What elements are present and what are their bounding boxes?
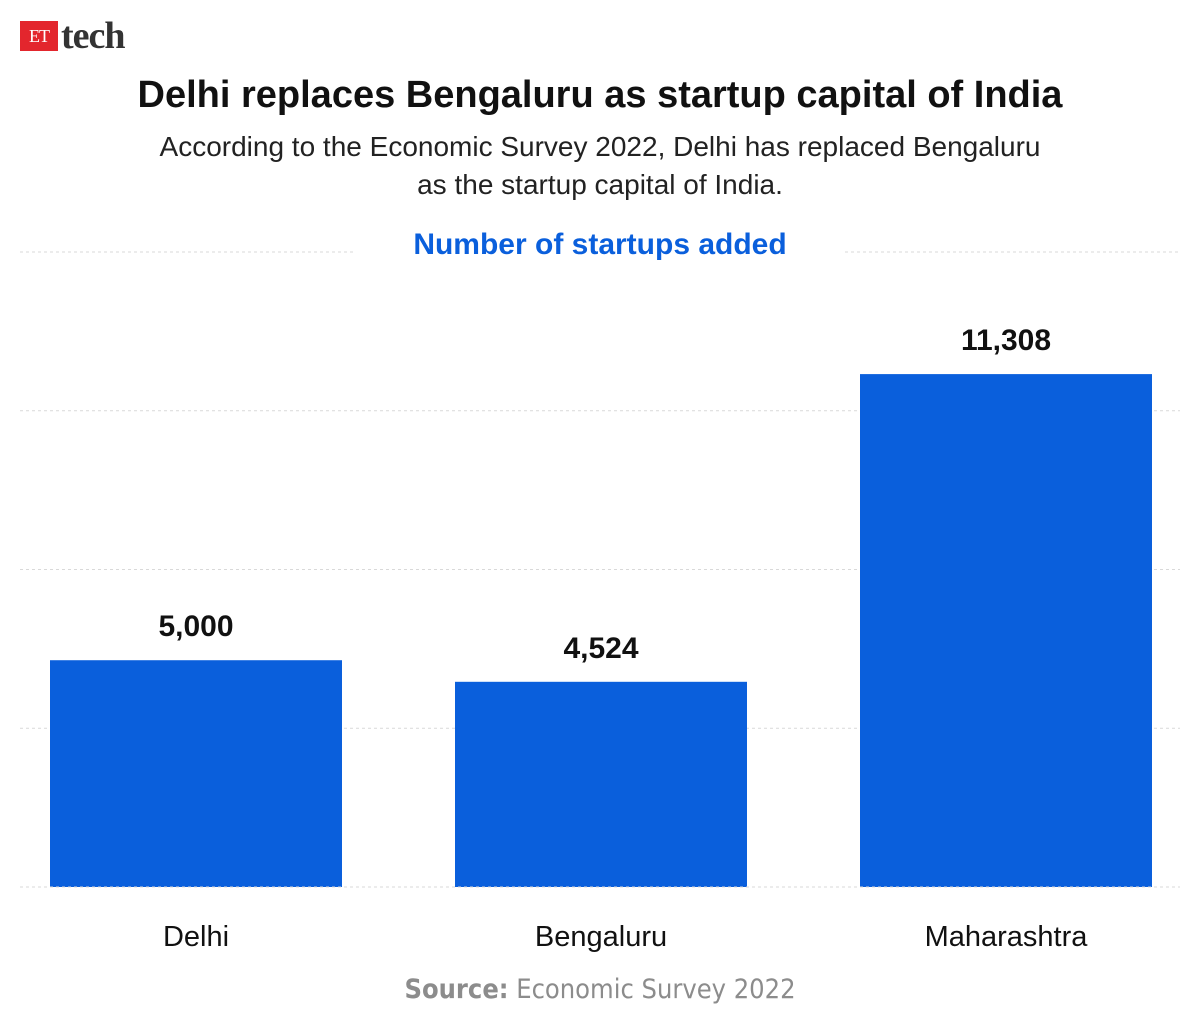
subtitle-line-2: as the startup capital of India.: [417, 169, 783, 200]
page-title: Delhi replaces Bengaluru as startup capi…: [137, 74, 1063, 116]
data-label: 4,524: [563, 632, 638, 665]
chart-title: Number of startups added: [413, 228, 787, 261]
source-label: Source:: [404, 974, 509, 1005]
source-text: Economic Survey 2022: [508, 974, 796, 1005]
source-note: Source: Economic Survey 2022: [0, 974, 1200, 1005]
bar: [50, 660, 342, 887]
category-tick-label: Maharashtra: [925, 921, 1089, 953]
brand-logo: ET tech: [20, 15, 126, 57]
page-subtitle: According to the Economic Survey 2022, D…: [0, 128, 1200, 204]
brand-et-badge: ET: [20, 21, 58, 51]
category-tick-label: Delhi: [163, 921, 229, 953]
bar: [860, 374, 1152, 887]
data-label: 5,000: [158, 610, 233, 643]
data-label: 11,308: [961, 324, 1051, 357]
bar: [455, 681, 747, 887]
category-tick-label: Bengaluru: [535, 921, 667, 953]
subtitle-line-1: According to the Economic Survey 2022, D…: [159, 131, 1041, 162]
brand-tech-wordmark: tech: [61, 15, 126, 57]
